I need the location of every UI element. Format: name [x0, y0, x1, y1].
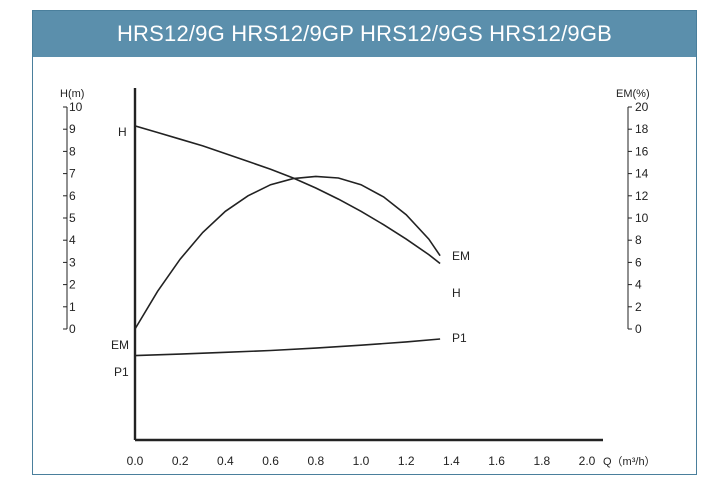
left-tick-label: 1	[69, 300, 76, 314]
left-tick-label: 8	[69, 144, 76, 158]
curves	[134, 125, 441, 357]
right-tick-label: 20	[635, 100, 649, 114]
curve-p1	[134, 338, 441, 357]
curve-label-h-right: H	[452, 286, 461, 300]
curve-labels: H EM P1 EM H P1	[111, 125, 470, 379]
curve-label-h-left: H	[118, 125, 127, 139]
curve-label-p1-right: P1	[452, 331, 467, 345]
x-tick-label: 2.0	[579, 454, 596, 468]
left-tick-label: 9	[69, 122, 76, 136]
x-tick-label: 0.0	[127, 454, 144, 468]
x-tick-label: 0.6	[262, 454, 279, 468]
right-tick-label: 10	[635, 211, 649, 225]
left-tick-label: 3	[69, 255, 76, 269]
x-axis-ticks: 0.0 0.2 0.4 0.6 0.8 1.0 1.2 1.4 1.6 1.8 2.0	[127, 454, 596, 468]
right-axis-ticks: 0 2 4 6 8 10 12 14 16 18 20	[628, 100, 649, 336]
curve-em	[134, 175, 441, 330]
x-axis-label: Q（m³/h）	[603, 455, 656, 468]
curve-label-em-left: EM	[111, 338, 129, 352]
x-tick-label: 1.2	[398, 454, 415, 468]
left-tick-label: 7	[69, 167, 76, 181]
x-tick-label: 0.4	[217, 454, 234, 468]
right-tick-label: 6	[635, 255, 642, 269]
x-tick-label: 0.2	[172, 454, 189, 468]
left-axis-label: H(m)	[60, 88, 84, 100]
axes: H(m) EM(%) Q（m³/h）	[60, 88, 656, 468]
title-bar: HRS12/9G HRS12/9GP HRS12/9GS HRS12/9GB	[33, 11, 696, 57]
x-tick-label: 1.6	[488, 454, 505, 468]
curve-label-p1-left: P1	[114, 365, 129, 379]
right-tick-label: 14	[635, 167, 649, 181]
right-tick-label: 12	[635, 189, 649, 203]
right-tick-label: 2	[635, 300, 642, 314]
x-tick-label: 1.8	[533, 454, 550, 468]
right-tick-label: 8	[635, 233, 642, 247]
left-tick-label: 2	[69, 278, 76, 292]
chart-frame: HRS12/9G HRS12/9GP HRS12/9GS HRS12/9GB	[32, 10, 697, 475]
right-tick-label: 4	[635, 278, 642, 292]
left-tick-label: 6	[69, 189, 76, 203]
left-tick-label: 5	[69, 211, 76, 225]
curve-label-em-right: EM	[452, 249, 470, 263]
left-axis-ticks: 0 1 2 3 4 5 6 7 8 9 10	[63, 100, 83, 336]
x-tick-label: 1.4	[443, 454, 460, 468]
x-tick-label: 0.8	[307, 454, 324, 468]
left-tick-label: 4	[69, 233, 76, 247]
chart-title: HRS12/9G HRS12/9GP HRS12/9GS HRS12/9GB	[116, 21, 613, 46]
right-tick-label: 16	[635, 144, 649, 158]
right-axis-label: EM(%)	[616, 88, 650, 100]
x-tick-label: 1.0	[353, 454, 370, 468]
right-tick-label: 18	[635, 122, 649, 136]
left-tick-label: 10	[69, 100, 83, 114]
curve-h	[134, 125, 441, 265]
right-tick-label: 0	[635, 322, 642, 336]
left-tick-label: 0	[69, 322, 76, 336]
